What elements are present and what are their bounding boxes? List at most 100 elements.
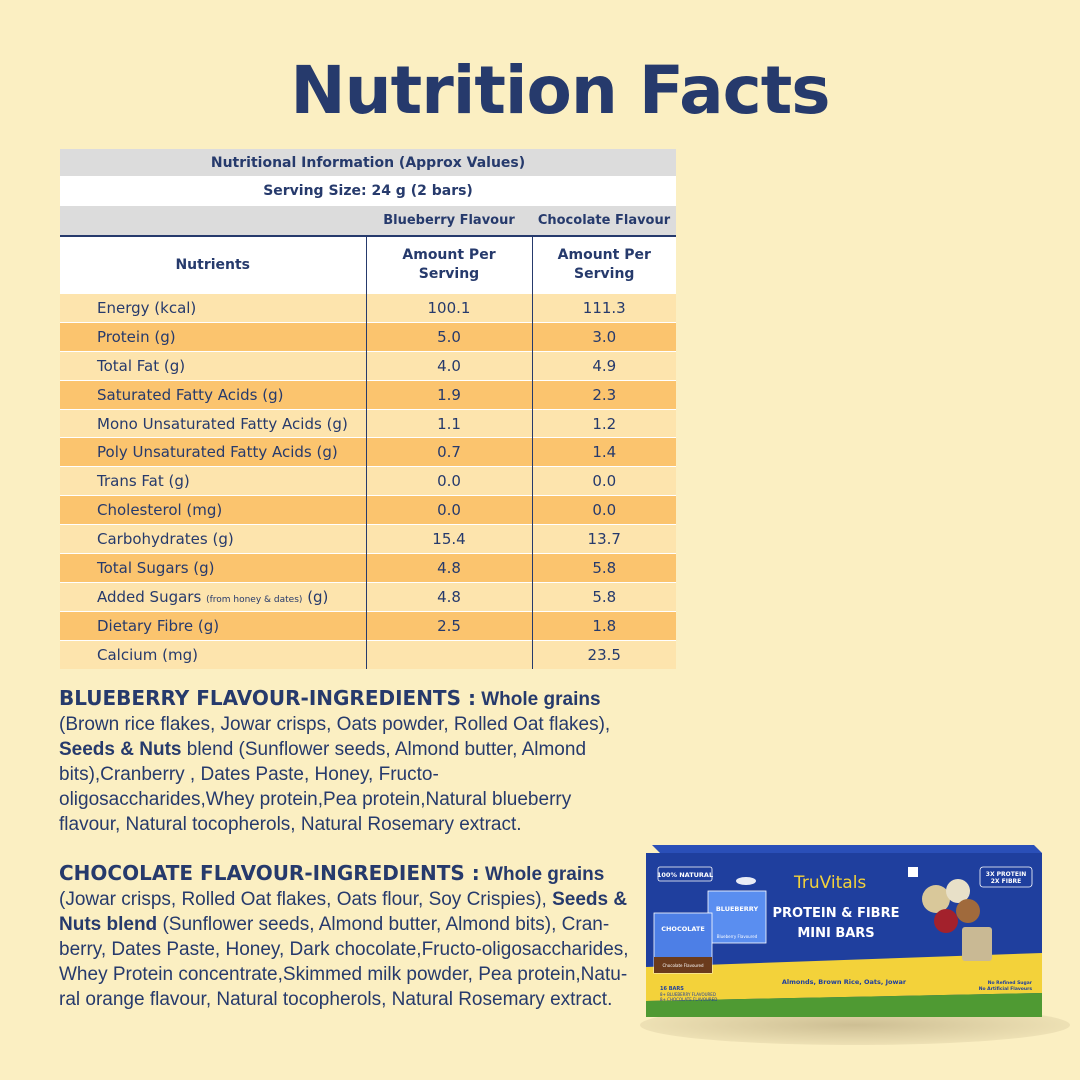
nutrient-name-text: Energy (kcal)	[97, 298, 197, 317]
serving-size: Serving Size: 24 g (2 bars)	[60, 176, 677, 206]
blueberry-value: 0.0	[365, 495, 532, 525]
natural-badge: 100% NATURAL	[657, 871, 713, 879]
blueberry-value: 2.5	[365, 610, 532, 641]
flavour-chocolate-header: Chocolate Flavour	[532, 206, 677, 237]
nutrition-table: Nutritional Information (Approx Values) …	[60, 149, 677, 669]
chocolate-value: 1.4	[531, 437, 677, 467]
blueberry-bold-2: Seeds & Nuts	[59, 739, 182, 760]
mini-box-chocolate-sub: Chocolate Flavoured	[662, 963, 704, 968]
blueberry-value: 4.8	[365, 581, 532, 612]
blueberry-value: 15.4	[365, 524, 532, 554]
nutrient-name: Cholesterol (mg)	[60, 495, 366, 525]
table-row: Added Sugars (from honey & dates) (g) 4.8…	[60, 581, 677, 612]
nutrient-name-text: Calcium (mg)	[97, 645, 198, 664]
chocolate-value: 1.8	[531, 610, 677, 641]
chocolate-value: 3.0	[531, 321, 677, 352]
amount-header-line1: Amount Per	[402, 247, 496, 263]
protein-badge: 3X PROTEIN	[986, 871, 1026, 878]
nutrient-name: Calcium (mg)	[60, 639, 366, 669]
cloud-icon	[736, 877, 756, 885]
empty-header-cell	[60, 206, 366, 237]
chocolate-text-2: (Sunflower seeds, Almond butter, Almond …	[59, 914, 629, 1010]
chocolate-ingredients: CHOCOLATE FLAVOUR-INGREDIENTS : Whole gr…	[59, 861, 634, 1012]
nutrient-name-text: Saturated Fatty Acids (g)	[97, 385, 284, 404]
mini-box-chocolate-label: CHOCOLATE	[661, 925, 705, 933]
column-header-row: Nutrients Amount Per Serving Amount Per Se…	[60, 236, 677, 294]
table-row: Cholesterol (mg) 0.0 0.0	[60, 495, 677, 525]
blueberry-value: 0.7	[365, 437, 532, 467]
table-row: Poly Unsaturated Fatty Acids (g) 0.7 1.4	[60, 437, 677, 467]
bar-character-icon	[962, 927, 992, 961]
nutrient-name: Carbohydrates (g)	[60, 524, 366, 554]
table-row: Dietary Fibre (g) 2.5 1.8	[60, 610, 677, 641]
nutrient-name: Trans Fat (g)	[60, 466, 366, 496]
blueberry-value: 5.0	[365, 321, 532, 352]
mini-box-blueberry-label: BLUEBERRY	[716, 905, 759, 913]
page-title: Nutrition Facts	[290, 52, 830, 129]
chocolate-bold-1: Whole grains	[485, 864, 605, 885]
amount-header-line2: Serving	[574, 266, 635, 282]
protein-badge-border	[979, 866, 1033, 888]
almond-circle-icon	[956, 899, 980, 923]
flavour-blueberry-header: Blueberry Flavour	[366, 206, 532, 237]
amount-header-line2: Serving	[418, 266, 480, 282]
chocolate-value: 5.8	[531, 581, 677, 612]
table-row: Trans Fat (g) 0.0 0.0	[60, 466, 677, 496]
blueberry-ingredients-heading: BLUEBERRY FLAVOUR-INGREDIENTS :	[59, 686, 476, 710]
nutrient-name-text: Total Sugars (g)	[97, 558, 215, 577]
amount-header-line1: Amount Per	[557, 247, 651, 263]
blueberry-ingredients: BLUEBERRY FLAVOUR-INGREDIENTS : Whole gr…	[59, 686, 634, 837]
nutrient-name-text: Dietary Fibre (g)	[97, 616, 220, 635]
box-green-stripe	[646, 993, 1042, 1017]
nutrient-name: Added Sugars (from honey & dates) (g)	[60, 581, 366, 612]
blueberry-bold-1: Whole grains	[481, 689, 601, 710]
nutrient-name-text: Poly Unsaturated Fatty Acids (g)	[97, 443, 338, 462]
table-row: Carbohydrates (g) 15.4 13.7	[60, 524, 677, 554]
chocolate-value: 4.9	[531, 350, 677, 381]
box-title-line1: PROTEIN & FIBRE	[773, 906, 900, 921]
nutrient-name-text: Cholesterol (mg)	[97, 501, 223, 520]
blueberry-value: 1.9	[365, 379, 532, 410]
box-count-line3: 8+ CHOCOLATE FLAVOURED	[660, 997, 717, 1002]
box-title-line2: MINI BARS	[797, 926, 874, 941]
product-box-image: 100% NATURAL TruVitals 3X PROTEIN 2X FIB…	[646, 845, 1042, 1017]
chocolate-value: 13.7	[531, 524, 677, 554]
amount-header-chocolate: Amount Per Serving	[531, 236, 677, 294]
mini-box-chocolate-band	[654, 957, 712, 973]
nutrient-name: Poly Unsaturated Fatty Acids (g)	[60, 437, 366, 467]
table-row: Total Sugars (g) 4.8 5.8	[60, 553, 677, 583]
nutrient-name: Saturated Fatty Acids (g)	[60, 379, 366, 410]
nutrient-name-text: Total Fat (g)	[97, 356, 186, 375]
chocolate-value: 2.3	[531, 379, 677, 410]
chocolate-value: 1.2	[531, 408, 677, 438]
nutrients-header: Nutrients	[60, 236, 366, 294]
nutrient-name: Total Sugars (g)	[60, 553, 366, 583]
chocolate-ingredients-heading: CHOCOLATE FLAVOUR-INGREDIENTS :	[59, 861, 480, 885]
rice-circle-icon	[946, 879, 970, 903]
nutrient-name-text: Added Sugars	[97, 587, 202, 606]
nutrient-name-note: (from honey & dates)	[206, 594, 303, 605]
table-row: Mono Unsaturated Fatty Acids (g) 1.1 1.2	[60, 408, 677, 438]
cranberry-circle-icon	[934, 909, 958, 933]
nutrient-name: Mono Unsaturated Fatty Acids (g)	[60, 408, 366, 438]
chocolate-value: 111.3	[531, 293, 677, 323]
table-title: Nutritional Information (Approx Values)	[60, 149, 677, 176]
chocolate-value: 0.0	[531, 495, 677, 525]
table-row: Protein (g) 5.0 3.0	[60, 321, 677, 352]
box-top-face	[652, 845, 1042, 853]
nutrient-name-text: Mono Unsaturated Fatty Acids (g)	[97, 414, 348, 433]
nutrient-name-unit: (g)	[307, 587, 329, 606]
chocolate-text-1: (Jowar crisps, Rolled Oat flakes, Oats f…	[59, 889, 547, 910]
natural-badge-border	[657, 866, 713, 882]
grain-circle-icon	[922, 885, 950, 913]
nutrient-name: Protein (g)	[60, 321, 366, 352]
serving-size-row: Serving Size: 24 g (2 bars)	[60, 176, 677, 206]
amount-header-blueberry: Amount Per Serving	[365, 236, 532, 294]
blueberry-value: 4.0	[365, 350, 532, 381]
box-count-line1: 16 BARS	[660, 986, 684, 992]
blueberry-value: 4.8	[365, 553, 532, 583]
chocolate-bold-2: Seeds & Nuts blend	[59, 889, 628, 935]
blueberry-text-2: blend (Sunflower seeds, Almond butter, A…	[59, 739, 587, 835]
blueberry-value: 100.1	[365, 293, 532, 323]
fibre-badge: 2X FIBRE	[991, 878, 1022, 885]
